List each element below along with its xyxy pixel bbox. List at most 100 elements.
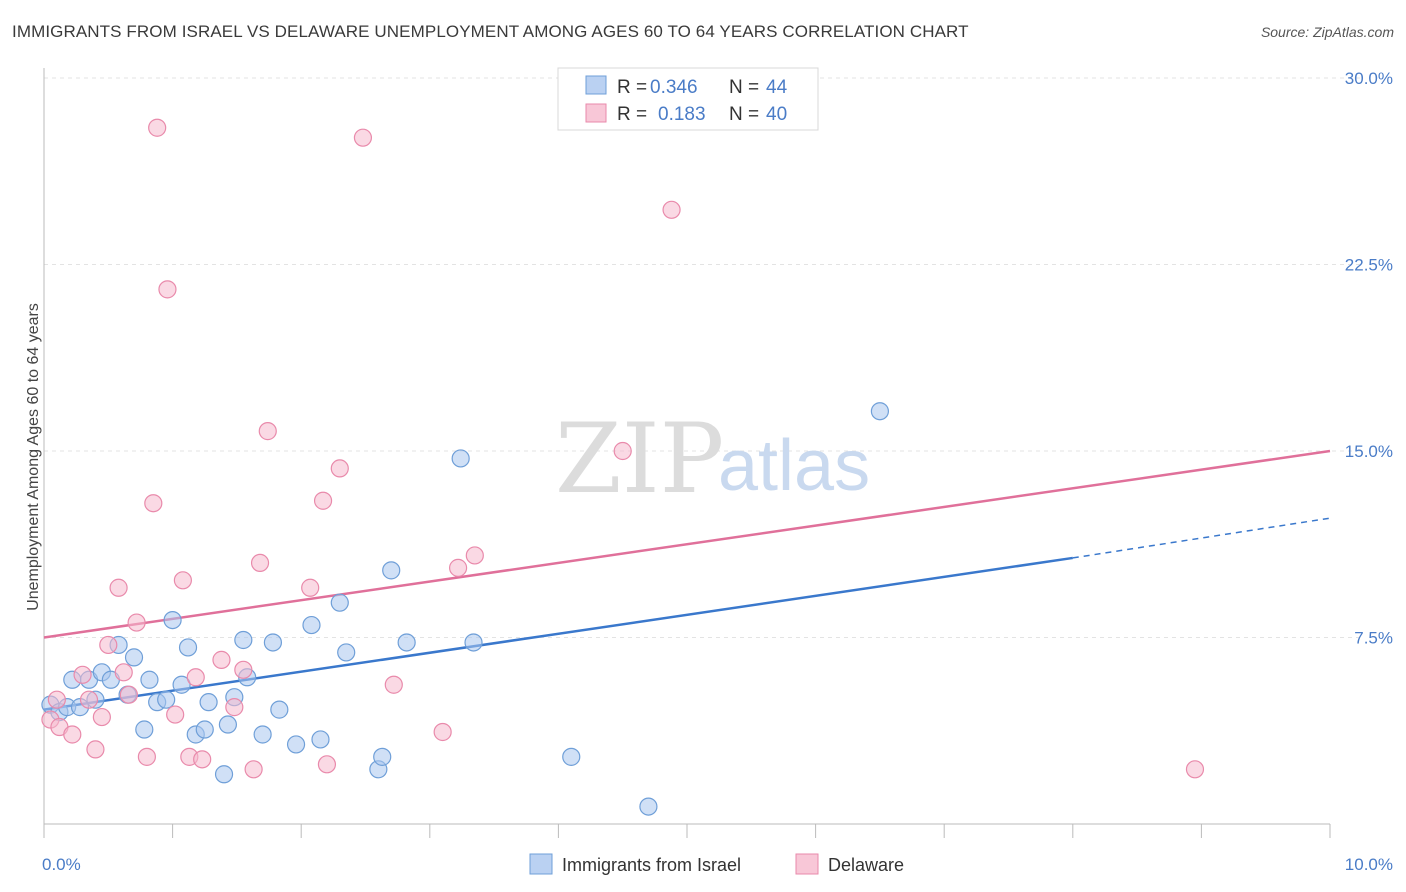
point-delaware-5 — [86, 740, 105, 759]
point-delaware-30 — [330, 459, 349, 478]
point-delaware-3 — [73, 665, 92, 684]
axes — [43, 68, 1331, 838]
legend-n-label-israel: N = — [729, 77, 759, 98]
point-delaware-8 — [109, 578, 128, 597]
point-israel-22 — [214, 765, 234, 784]
point-delaware-27 — [301, 578, 320, 597]
point-israel-27 — [253, 725, 272, 744]
point-delaware-23 — [234, 660, 253, 679]
trend-line-extension-israel — [1072, 517, 1331, 559]
point-israel-31 — [302, 615, 321, 635]
point-israel-41 — [562, 747, 581, 766]
point-israel-29 — [270, 700, 289, 719]
point-delaware-38 — [1185, 760, 1205, 779]
point-israel-32 — [311, 730, 330, 749]
point-delaware-21 — [212, 650, 231, 669]
point-israel-16 — [163, 610, 182, 630]
point-delaware-34 — [448, 558, 468, 577]
trend-line-israel — [43, 556, 1073, 711]
point-israel-20 — [195, 720, 214, 739]
point-delaware-24 — [244, 760, 263, 779]
y-tick-label-1: 15.0% — [1345, 442, 1393, 461]
bottom-legend-swatch-delaware — [795, 853, 819, 875]
point-delaware-19 — [186, 668, 205, 687]
point-delaware-36 — [613, 441, 632, 461]
y-tick-label-0: 7.5% — [1354, 629, 1393, 648]
x-tick-labels: 0.0% 10.0% — [42, 855, 1393, 874]
point-israel-38 — [397, 633, 416, 652]
point-israel-39 — [451, 449, 470, 468]
legend-r-value-delaware: 0.183 — [658, 104, 706, 125]
point-delaware-22 — [225, 698, 244, 717]
point-delaware-4 — [79, 690, 99, 709]
point-israel-23 — [218, 715, 237, 734]
point-delaware-28 — [313, 491, 333, 510]
point-delaware-11 — [127, 613, 146, 632]
watermark-zip: ZIP — [555, 403, 724, 515]
point-delaware-26 — [258, 422, 277, 441]
point-delaware-17 — [173, 571, 192, 590]
legend-n-label-delaware: N = — [729, 104, 759, 125]
watermark: ZIP atlas — [555, 403, 870, 515]
point-israel-43 — [870, 402, 890, 421]
y-tick-label-2: 22.5% — [1345, 256, 1393, 275]
point-israel-36 — [373, 747, 392, 766]
y-tick-labels: 7.5% 15.0% 22.5% 30.0% — [1345, 69, 1393, 648]
bottom-legend-label-israel: Immigrants from Israel — [562, 855, 741, 875]
point-delaware-16 — [166, 705, 185, 724]
point-delaware-32 — [384, 675, 403, 694]
point-israel-40 — [464, 633, 483, 652]
point-delaware-13 — [144, 494, 163, 513]
point-israel-34 — [337, 643, 356, 662]
point-israel-17 — [172, 675, 191, 694]
watermark-atlas: atlas — [718, 426, 870, 506]
x-tick-label-0: 0.0% — [42, 855, 81, 874]
point-delaware-2 — [63, 725, 82, 744]
point-delaware-31 — [353, 128, 373, 147]
point-israel-28 — [263, 633, 283, 652]
point-delaware-12 — [137, 747, 156, 766]
grid-lines — [44, 77, 1360, 638]
point-israel-30 — [286, 735, 306, 754]
point-delaware-20 — [193, 750, 212, 769]
legend-swatch-delaware — [585, 103, 607, 123]
trend-lines — [43, 449, 1331, 711]
point-israel-42 — [639, 797, 658, 816]
point-delaware-29 — [317, 755, 337, 774]
y-tick-label-3: 30.0% — [1345, 69, 1393, 88]
legend-r-value-israel: 0.346 — [650, 77, 698, 98]
point-israel-37 — [382, 561, 401, 580]
point-delaware-9 — [114, 663, 133, 682]
legend-r-label-delaware: R = — [617, 104, 647, 125]
bottom-legend: Immigrants from Israel Delaware — [529, 853, 904, 875]
point-israel-12 — [135, 720, 154, 739]
bottom-legend-swatch-israel — [529, 853, 553, 875]
point-israel-25 — [234, 630, 253, 650]
point-delaware-37 — [662, 200, 681, 219]
point-delaware-33 — [433, 722, 452, 742]
point-delaware-7 — [99, 635, 118, 655]
data-points — [41, 118, 1205, 816]
legend-swatch-israel — [585, 75, 607, 95]
point-israel-11 — [124, 648, 144, 667]
point-israel-33 — [330, 593, 349, 612]
point-delaware-35 — [465, 546, 484, 565]
point-delaware-10 — [119, 685, 138, 704]
trend-line-delaware — [43, 449, 1331, 639]
x-tick-label-1: 10.0% — [1345, 855, 1393, 874]
point-delaware-6 — [92, 707, 111, 727]
chart-title: IMMIGRANTS FROM ISRAEL VS DELAWARE UNEMP… — [12, 22, 969, 41]
chart-source: Source: ZipAtlas.com — [1260, 24, 1394, 40]
legend-r-label-israel: R = — [617, 77, 647, 98]
point-israel-15 — [157, 690, 176, 709]
y-axis-label: Unemployment Among Ages 60 to 64 years — [25, 303, 42, 611]
point-israel-18 — [178, 638, 198, 657]
point-delaware-39 — [47, 690, 66, 709]
point-israel-13 — [140, 670, 159, 689]
point-delaware-14 — [148, 118, 167, 137]
point-delaware-25 — [250, 553, 270, 573]
legend-n-value-delaware: 40 — [766, 104, 787, 125]
legend-n-value-israel: 44 — [766, 77, 788, 98]
legend: R = 0.346 N = 44 R = 0.183 N = 40 — [557, 67, 819, 131]
